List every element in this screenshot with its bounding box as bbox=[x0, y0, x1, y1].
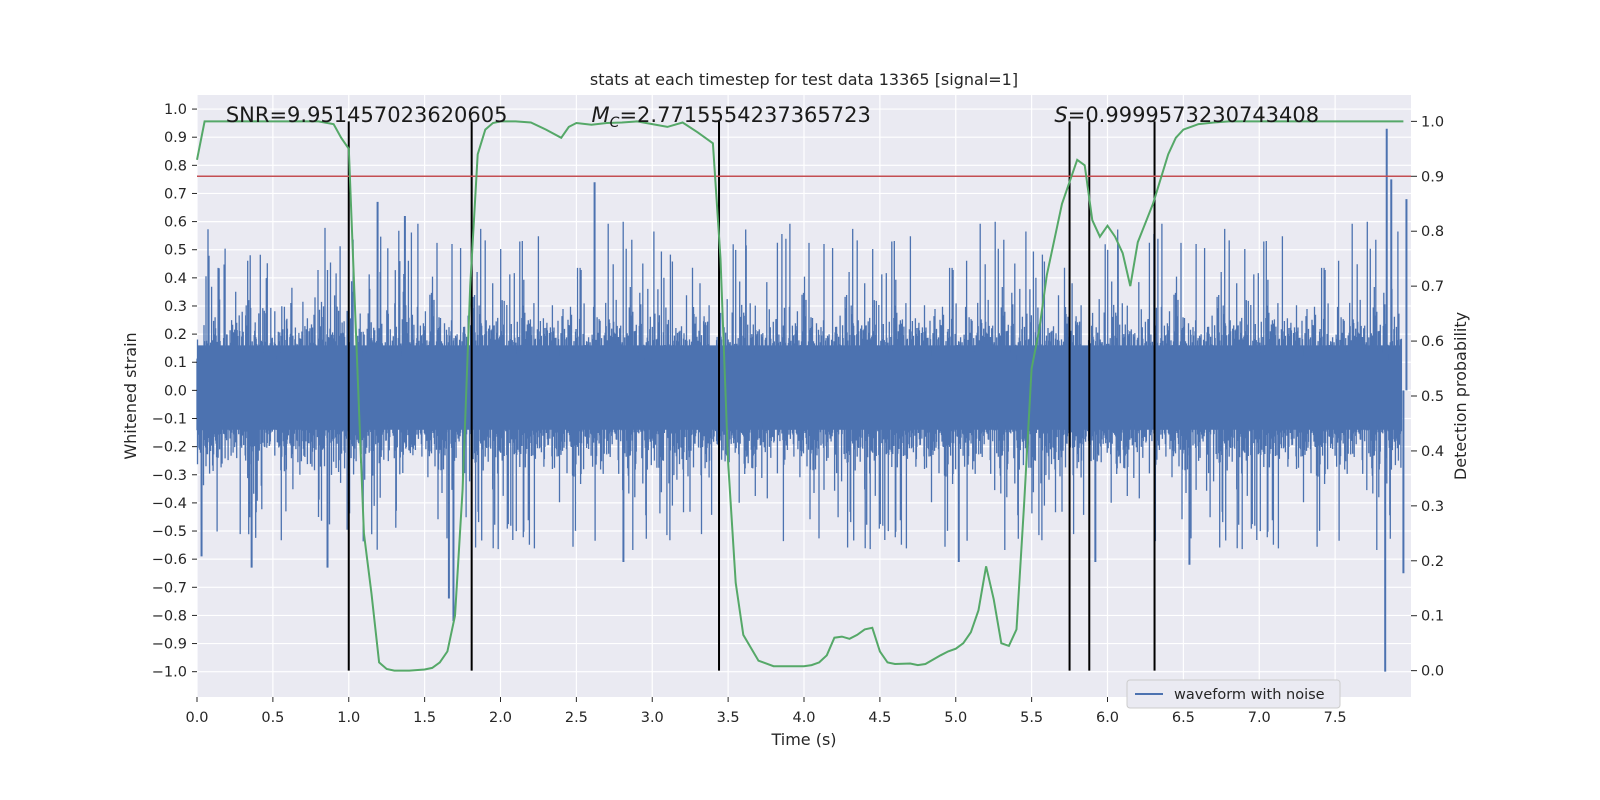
y2-tick-label: 0.7 bbox=[1421, 279, 1444, 295]
y-tick-label: −0.3 bbox=[152, 468, 187, 484]
y2-tick-label: 0.5 bbox=[1421, 389, 1444, 405]
y-axis-label: Whitened strain bbox=[121, 332, 140, 459]
y-tick-label: −1.0 bbox=[152, 665, 187, 681]
x-tick-label: 2.0 bbox=[489, 710, 512, 726]
y2-tick-label: 0.6 bbox=[1421, 334, 1444, 350]
y-tick-label: −0.7 bbox=[152, 580, 187, 596]
y-tick-label: −0.6 bbox=[152, 552, 187, 568]
y-tick-label: −0.8 bbox=[152, 608, 187, 624]
waveform-with-noise-series bbox=[196, 128, 1408, 672]
x-tick-label: 2.5 bbox=[565, 710, 588, 726]
y2-axis-ticks: 1.0 0.9 0.8 0.7 0.6 0.5 0.4 0.3 0.2 0.1 0.0 bbox=[1411, 114, 1444, 680]
x-tick-label: 6.5 bbox=[1172, 710, 1195, 726]
x-tick-label: 1.0 bbox=[337, 710, 360, 726]
x-axis-ticks: 0.0 0.5 1.0 1.5 2.0 2.5 3.0 3.5 4.0 4.5 5.0 5.5 6.0 6… bbox=[185, 697, 1347, 726]
x-tick-label: 4.5 bbox=[868, 710, 891, 726]
y-tick-label: 1.0 bbox=[164, 102, 187, 118]
y-tick-label: −0.9 bbox=[152, 637, 187, 653]
x-tick-label: 3.5 bbox=[717, 710, 740, 726]
legend-box bbox=[1126, 679, 1341, 709]
stat-annotation-0: SNR=9.951457023620605 bbox=[226, 103, 508, 127]
y2-tick-label: 0.9 bbox=[1421, 169, 1444, 185]
y2-tick-label: 0.3 bbox=[1421, 499, 1444, 515]
y2-tick-label: 0.2 bbox=[1421, 554, 1444, 570]
x-tick-label: 6.0 bbox=[1096, 710, 1119, 726]
y-tick-label: −0.1 bbox=[152, 412, 187, 428]
chart-title: stats at each timestep for test data 133… bbox=[590, 70, 1018, 89]
x-tick-label: 5.0 bbox=[944, 710, 967, 726]
y-tick-label: 0.4 bbox=[164, 271, 187, 287]
y-tick-label: 0.5 bbox=[164, 243, 187, 259]
y2-tick-label: 0.4 bbox=[1421, 444, 1444, 460]
noise-trace bbox=[196, 221, 1403, 550]
y-tick-label: 0.1 bbox=[164, 355, 187, 371]
y2-tick-label: 1.0 bbox=[1421, 114, 1444, 130]
x-tick-label: 5.5 bbox=[1020, 710, 1043, 726]
y-tick-label: −0.4 bbox=[152, 496, 187, 512]
legend-label: waveform with noise bbox=[1174, 687, 1325, 703]
x-tick-label: 7.5 bbox=[1324, 710, 1347, 726]
y-tick-label: 0.3 bbox=[164, 299, 187, 315]
stat-annotation-1: MC=2.7715554237365723 bbox=[592, 103, 871, 131]
x-tick-label: 3.0 bbox=[641, 710, 664, 726]
reference-vertical-lines bbox=[347, 121, 1156, 671]
x-tick-label: 0.5 bbox=[261, 710, 284, 726]
x-tick-label: 0.0 bbox=[185, 710, 208, 726]
y-tick-label: 0.0 bbox=[164, 383, 187, 399]
detection-probability-line bbox=[196, 120, 1404, 672]
y-tick-label: −0.5 bbox=[152, 524, 187, 540]
x-tick-label: 7.0 bbox=[1248, 710, 1271, 726]
y-tick-label: 0.7 bbox=[164, 186, 187, 202]
y-tick-label: 0.6 bbox=[164, 215, 187, 231]
legend: waveform with noise bbox=[1126, 679, 1341, 709]
y-tick-label: −0.2 bbox=[152, 440, 187, 456]
y2-tick-label: 0.0 bbox=[1421, 664, 1444, 680]
y-tick-label: 0.8 bbox=[164, 158, 187, 174]
stat-annotation-2: S=0.9999573230743408 bbox=[1054, 103, 1319, 127]
x-axis-label: Time (s) bbox=[770, 730, 836, 749]
y2-tick-label: 0.1 bbox=[1421, 609, 1444, 625]
y2-tick-label: 0.8 bbox=[1421, 224, 1444, 240]
y-axis-ticks: 1.0 0.9 0.8 0.7 0.6 0.5 0.4 0.3 0.2 0.1 0.0 −0.1 −0.… bbox=[152, 102, 197, 681]
y-tick-label: 0.9 bbox=[164, 130, 187, 146]
stat-annotations: SNR=9.951457023620605 MC=2.77155542373657… bbox=[226, 103, 1319, 131]
y2-axis-label: Detection probability bbox=[1451, 312, 1470, 480]
x-tick-label: 4.0 bbox=[792, 710, 815, 726]
y-tick-label: 0.2 bbox=[164, 327, 187, 343]
x-tick-label: 1.5 bbox=[413, 710, 436, 726]
